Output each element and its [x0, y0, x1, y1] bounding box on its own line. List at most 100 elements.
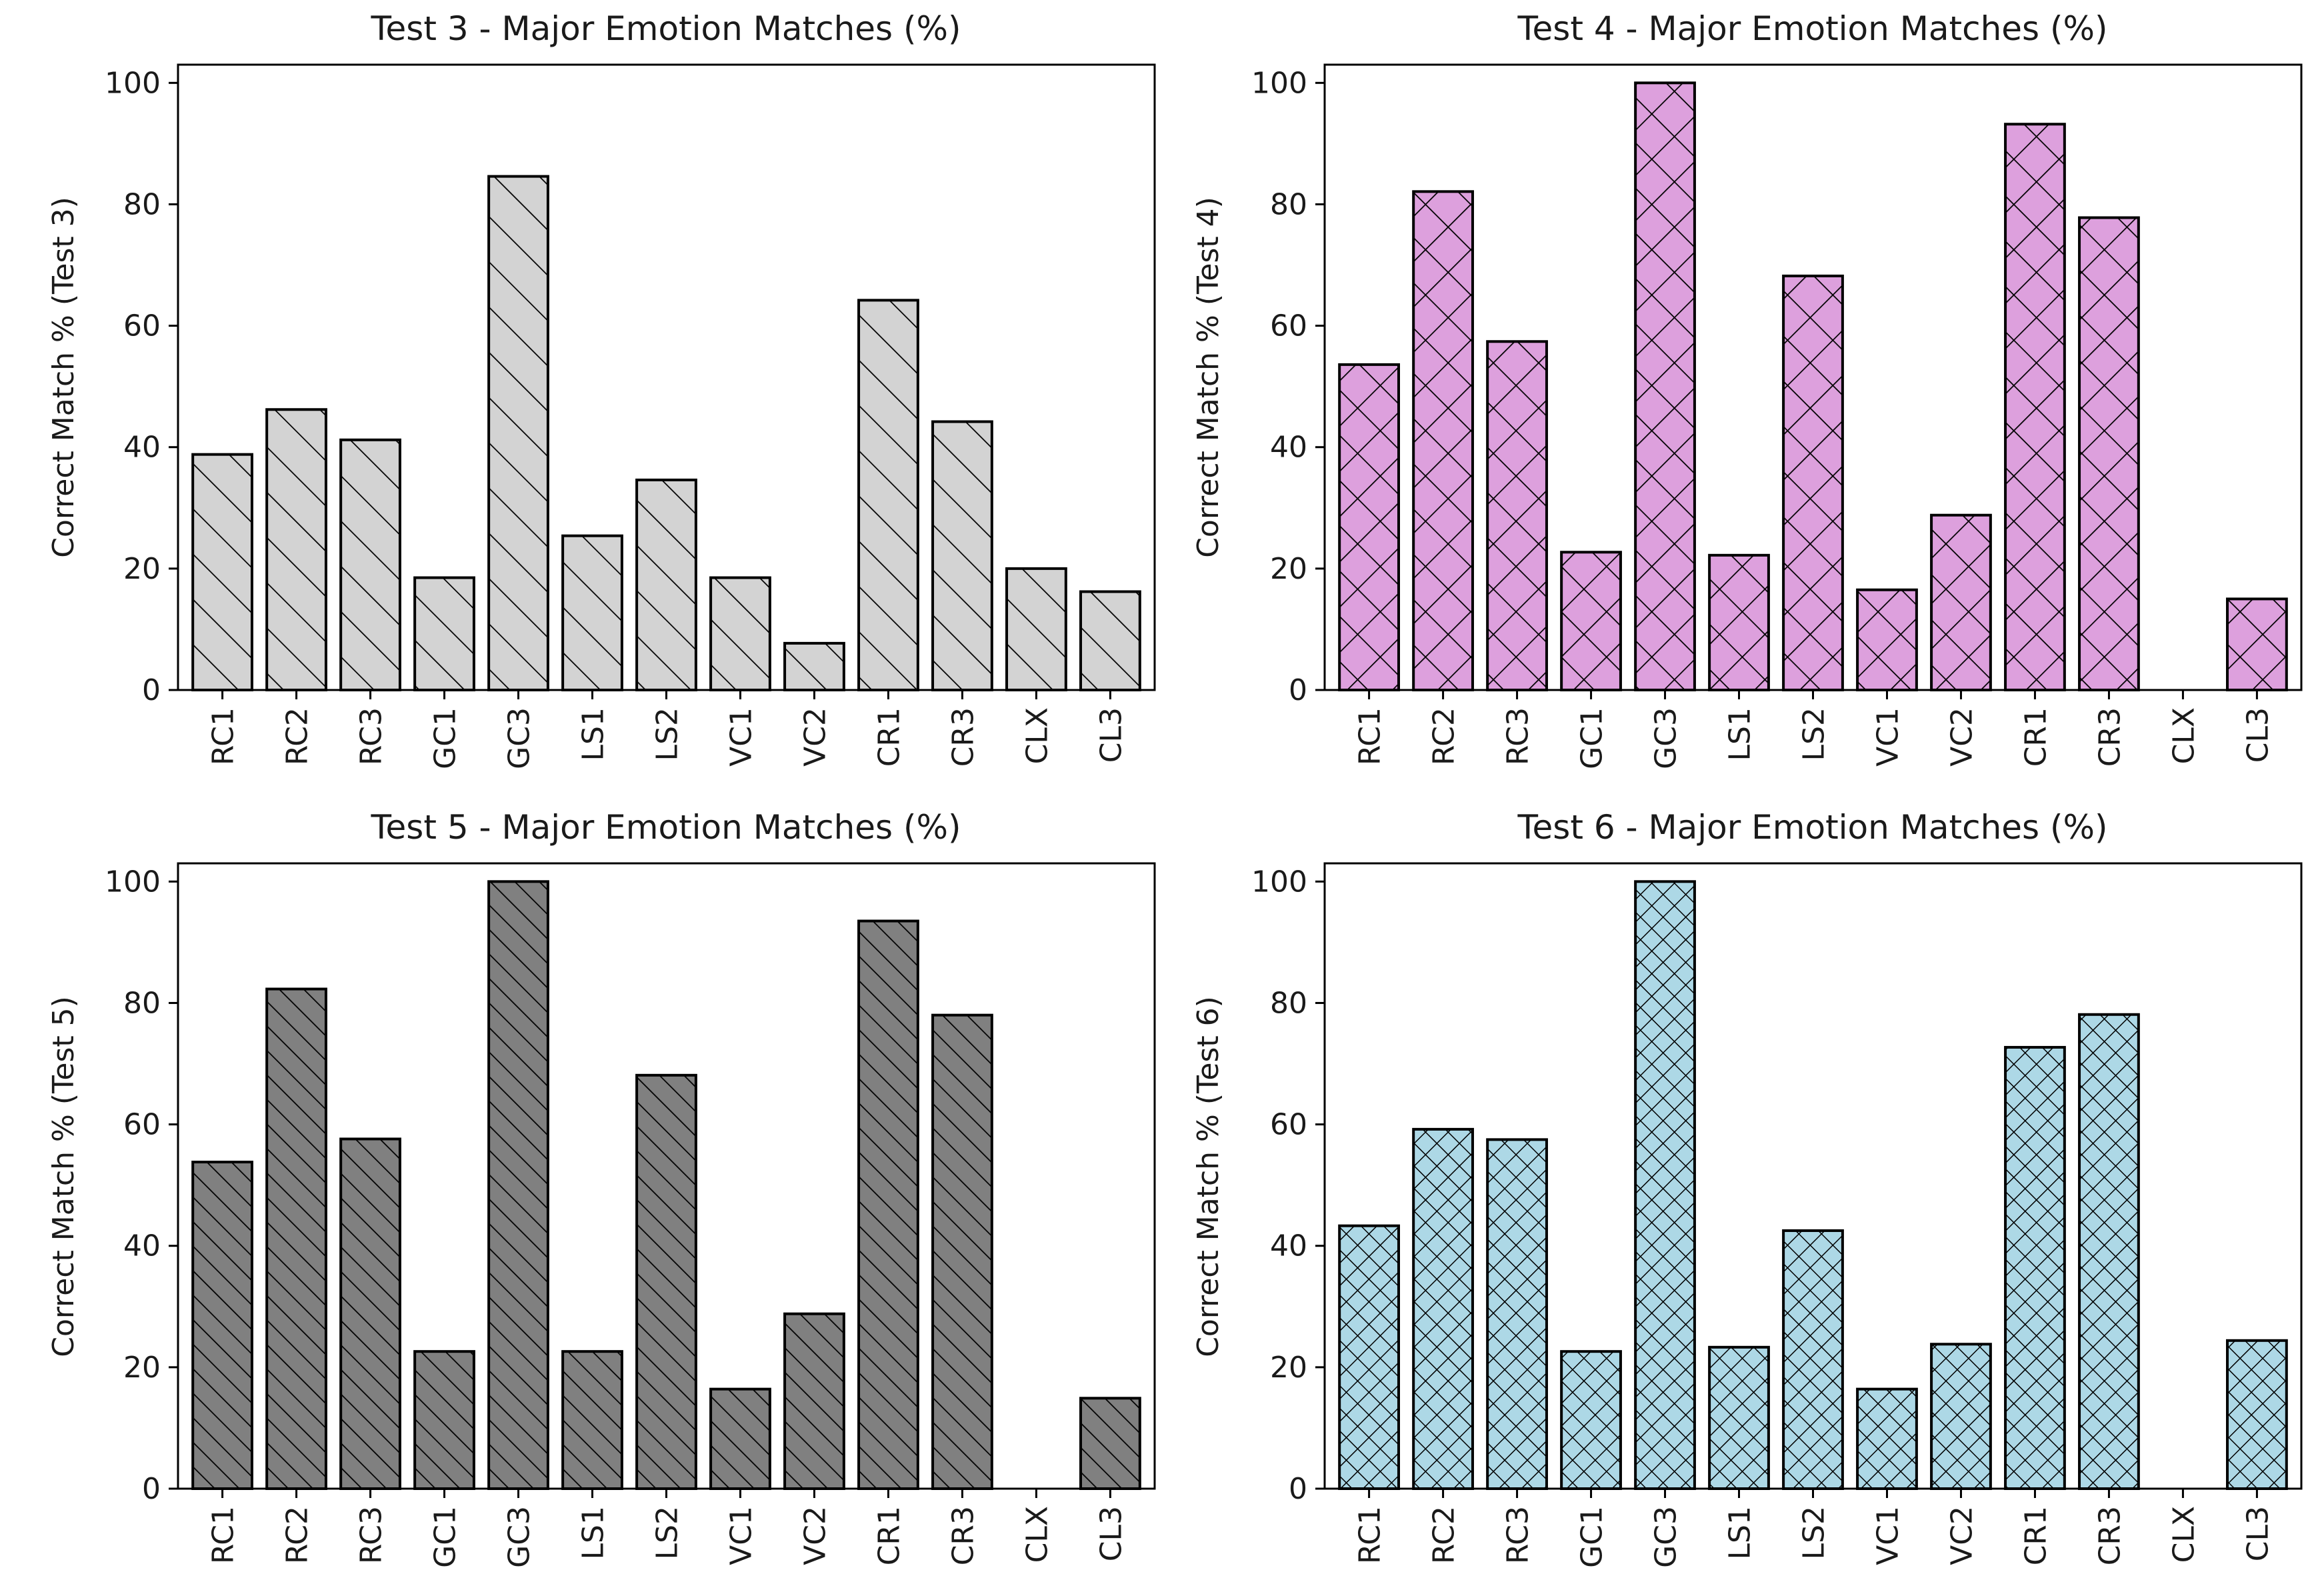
bar-hatch — [783, 641, 845, 692]
x-tick-label: RC1 — [1353, 1506, 1387, 1564]
x-tick-label: CR1 — [2019, 707, 2053, 767]
y-tick-label: 100 — [105, 66, 161, 100]
x-tick-label: GC3 — [503, 1506, 537, 1568]
x-tick-label: LS2 — [651, 1506, 685, 1559]
y-axis-label: Correct Match % (Test 5) — [47, 996, 81, 1357]
bar-rc2 — [1412, 190, 1474, 691]
bar-hatch — [2226, 1339, 2288, 1491]
x-tick-label: CR3 — [946, 1506, 980, 1565]
x-tick-label: VC1 — [1871, 1506, 1905, 1565]
x-tick-label: CLX — [1020, 1506, 1054, 1563]
bar-ls1 — [561, 534, 623, 691]
bar-ls1 — [1708, 553, 1770, 691]
bar-hatch — [339, 438, 401, 691]
bar-hatch — [1856, 588, 1918, 691]
x-tick-label: LS1 — [577, 1506, 611, 1559]
bar-cr1 — [2004, 123, 2066, 692]
bar-hatch — [1782, 274, 1844, 691]
y-axis: 0 20 40 60 80 100 — [105, 66, 178, 707]
bar-gc1 — [1560, 551, 1622, 692]
bar-vc2 — [783, 641, 845, 692]
y-tick-label: 20 — [1270, 1351, 1307, 1385]
x-tick-label: LS1 — [577, 707, 611, 761]
x-tick-label: CLX — [2167, 1506, 2201, 1563]
x-tick-label: CLX — [1020, 707, 1054, 764]
bar-rc3 — [1486, 1138, 1548, 1490]
x-axis: RC1 RC2 RC3 GC1 GC3 LS1 LS2 VC1 VC2 CR1 CR3 CLX CL3 — [1353, 1489, 2275, 1568]
bar-vc1 — [709, 1387, 771, 1490]
bar-ls2 — [635, 478, 697, 691]
bar-gc1 — [413, 1350, 475, 1490]
y-axis-label: Correct Match % (Test 6) — [1191, 996, 1225, 1357]
y-axis-label: Correct Match % (Test 4) — [1191, 197, 1225, 558]
x-tick-label: VC2 — [1945, 1506, 1979, 1565]
bar-rc3 — [1486, 340, 1548, 691]
y-tick-label: 0 — [142, 673, 161, 707]
chart-test-4: Test 4 - Major Emotion Matches (%) Corre… — [1191, 9, 2303, 769]
bar-hatch — [1634, 880, 1696, 1491]
y-tick-label: 40 — [1270, 431, 1307, 465]
x-tick-label: RC2 — [281, 707, 315, 765]
y-tick-label: 40 — [123, 1229, 161, 1263]
bar-cl3 — [1079, 1397, 1141, 1491]
bar-rc1 — [1338, 1224, 1400, 1491]
y-tick-label: 80 — [123, 986, 161, 1020]
x-tick-label: RC2 — [1427, 707, 1461, 765]
bar-hatch — [709, 576, 771, 692]
x-tick-label: VC2 — [798, 707, 832, 767]
bar-hatch — [1560, 551, 1622, 692]
bar-hatch — [1930, 1343, 1992, 1491]
x-tick-label: LS1 — [1723, 707, 1757, 761]
x-tick-label: GC1 — [429, 707, 463, 769]
bar-hatch — [191, 453, 253, 691]
bar-vc1 — [1856, 588, 1918, 691]
bar-hatch — [1560, 1350, 1622, 1490]
bars — [1338, 880, 2288, 1491]
y-tick-label: 0 — [1289, 673, 1307, 707]
bar-rc1 — [191, 1161, 253, 1490]
x-tick-label: GC1 — [429, 1506, 463, 1568]
bar-rc2 — [265, 987, 327, 1490]
x-tick-label: GC1 — [1575, 1506, 1609, 1568]
bar-hatch — [1005, 567, 1067, 691]
y-tick-label: 40 — [1270, 1229, 1307, 1263]
chart-title: Test 6 - Major Emotion Matches (%) — [1517, 808, 2107, 847]
bar-gc3 — [1634, 880, 1696, 1491]
bar-hatch — [265, 987, 327, 1490]
bar-hatch — [191, 1161, 253, 1490]
bar-hatch — [1486, 340, 1548, 691]
bar-hatch — [2004, 1045, 2066, 1490]
y-tick-label: 20 — [123, 1351, 161, 1385]
x-tick-label: GC3 — [1649, 1506, 1683, 1568]
y-tick-label: 80 — [1270, 187, 1307, 221]
bar-rc1 — [191, 453, 253, 691]
x-tick-label: RC3 — [355, 1506, 389, 1564]
x-tick-label: LS2 — [1797, 1506, 1831, 1559]
bar-ls1 — [561, 1350, 623, 1490]
x-tick-label: RC2 — [281, 1506, 315, 1564]
bar-hatch — [635, 1073, 697, 1490]
x-tick-label: VC1 — [724, 707, 758, 767]
x-tick-label: RC2 — [1427, 1506, 1461, 1564]
bar-ls2 — [635, 1073, 697, 1490]
bar-hatch — [1708, 553, 1770, 691]
bar-gc1 — [1560, 1350, 1622, 1490]
bar-hatch — [1634, 81, 1696, 692]
x-tick-label: GC1 — [1575, 707, 1609, 769]
bar-ls2 — [1782, 1229, 1844, 1491]
x-tick-label: CLX — [2167, 707, 2201, 764]
x-tick-label: LS2 — [651, 707, 685, 761]
bar-ls2 — [1782, 274, 1844, 691]
bar-hatch — [561, 534, 623, 691]
x-tick-label: CL3 — [1094, 707, 1128, 763]
x-tick-label: RC3 — [355, 707, 389, 765]
bar-rc3 — [339, 438, 401, 691]
y-tick-label: 60 — [1270, 309, 1307, 343]
bar-hatch — [1412, 190, 1474, 691]
y-tick-label: 40 — [123, 431, 161, 465]
bar-hatch — [2078, 1013, 2140, 1491]
bars — [1338, 81, 2288, 692]
bar-hatch — [783, 1312, 845, 1490]
y-tick-label: 60 — [123, 309, 161, 343]
